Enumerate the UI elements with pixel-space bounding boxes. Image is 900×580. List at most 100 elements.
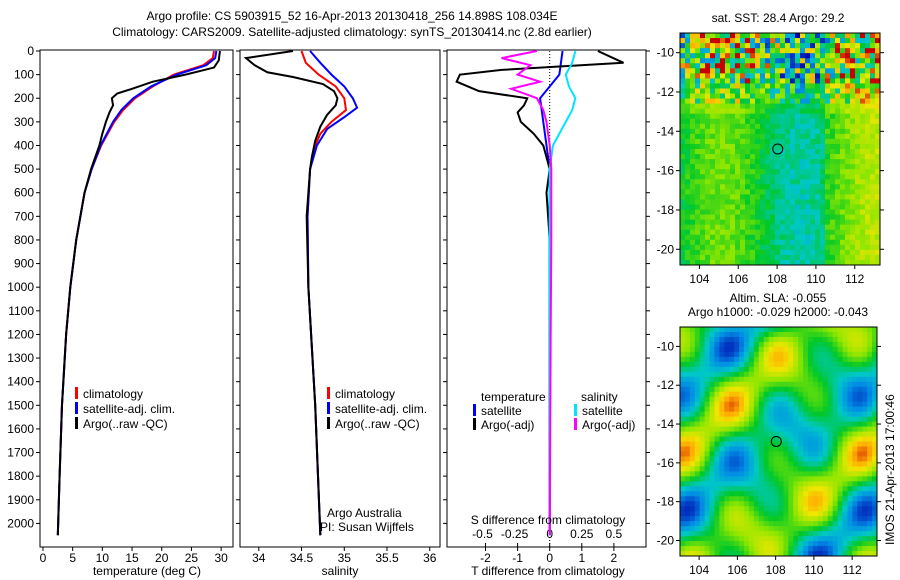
map-cell <box>862 551 868 557</box>
map-cell <box>805 73 811 79</box>
map-cell <box>788 416 794 423</box>
map-cell <box>729 511 735 517</box>
map-cell <box>753 511 760 517</box>
map-cell <box>755 219 761 226</box>
map-cell <box>795 219 801 226</box>
map-cell <box>704 536 711 542</box>
map-cell <box>750 138 756 145</box>
map-cell <box>709 436 715 442</box>
map-cell <box>822 426 829 433</box>
map-cell <box>689 526 696 532</box>
map-cell <box>817 461 824 467</box>
map-cell <box>857 381 863 388</box>
map-cell <box>744 506 750 512</box>
map-cell <box>778 441 784 447</box>
map-cell <box>870 199 876 205</box>
map-cell <box>680 436 686 442</box>
map-cell <box>785 224 791 231</box>
map-cell <box>689 531 696 537</box>
map-cell <box>750 149 756 155</box>
map-cell <box>768 341 775 348</box>
map-cell <box>740 63 746 69</box>
map-cell <box>815 98 821 105</box>
map-cell <box>719 536 725 542</box>
map-cell <box>684 331 691 338</box>
map-cell <box>700 68 706 74</box>
map-cell <box>803 381 809 388</box>
map-cell <box>832 406 839 413</box>
map-cell <box>832 486 839 492</box>
map-cell <box>745 103 751 110</box>
map-cell <box>680 406 686 413</box>
map-cell <box>822 366 829 373</box>
map-cell <box>867 546 873 552</box>
map-cell <box>710 184 716 190</box>
map-cell <box>855 133 861 140</box>
map-cell <box>705 138 711 145</box>
map-cell <box>768 541 775 547</box>
depth-tick-label: 1900 <box>7 493 34 507</box>
map-cell <box>830 133 836 140</box>
map-cell <box>720 133 726 140</box>
map-cell <box>780 149 786 155</box>
map-cell <box>778 381 784 388</box>
map-cell <box>870 133 876 140</box>
map-cell <box>700 259 706 266</box>
map-cell <box>857 396 863 403</box>
map-cell <box>842 521 848 527</box>
map-cell <box>832 331 839 338</box>
map-cell <box>704 541 711 547</box>
map-cell <box>810 143 816 150</box>
map-cell <box>739 386 745 393</box>
map-cell <box>740 68 746 74</box>
map-cell <box>700 244 706 251</box>
map-cell <box>680 536 686 542</box>
map-cell <box>719 491 725 497</box>
map-cell <box>808 501 814 507</box>
map-cell <box>724 446 730 452</box>
map-cell <box>817 456 824 462</box>
map-cell <box>714 441 720 447</box>
map-cell <box>783 431 789 438</box>
map-cell <box>875 199 881 205</box>
map-cell <box>785 209 791 216</box>
map-cell <box>775 78 781 84</box>
map-cell <box>705 88 711 95</box>
map-cell <box>700 199 706 205</box>
map-cell <box>847 381 853 388</box>
map-cell <box>793 516 799 522</box>
map-cell <box>720 194 726 200</box>
map-cell <box>765 78 771 84</box>
series-s-satellite <box>548 50 577 536</box>
map-cell <box>840 103 846 110</box>
map-cell <box>775 224 781 231</box>
map-cell <box>755 174 761 180</box>
map-cell <box>724 366 730 373</box>
map-cell <box>798 456 804 462</box>
map-cell <box>694 526 701 532</box>
map-cell <box>753 391 760 398</box>
map-cell <box>855 249 861 256</box>
x-tick-label: 2 <box>611 551 618 565</box>
map-cell <box>760 204 766 211</box>
map-cell <box>739 436 745 442</box>
map-cell <box>745 68 751 74</box>
map-cell <box>684 441 691 447</box>
map-cell <box>748 471 755 477</box>
map-cell <box>870 149 876 155</box>
map-cell <box>765 143 771 150</box>
map-cell <box>694 431 701 438</box>
map-cell <box>684 426 691 433</box>
map-cell <box>800 83 806 89</box>
map-cell <box>705 128 711 135</box>
map-cell <box>855 53 861 59</box>
map-cell <box>765 259 771 266</box>
map-cell <box>714 376 720 383</box>
map-cell <box>835 68 841 74</box>
map-cell <box>862 411 868 418</box>
map-cell <box>830 128 836 135</box>
map-cell <box>710 48 716 54</box>
map-cell <box>695 199 701 205</box>
map-cell <box>778 386 784 393</box>
map-cell <box>812 471 819 477</box>
